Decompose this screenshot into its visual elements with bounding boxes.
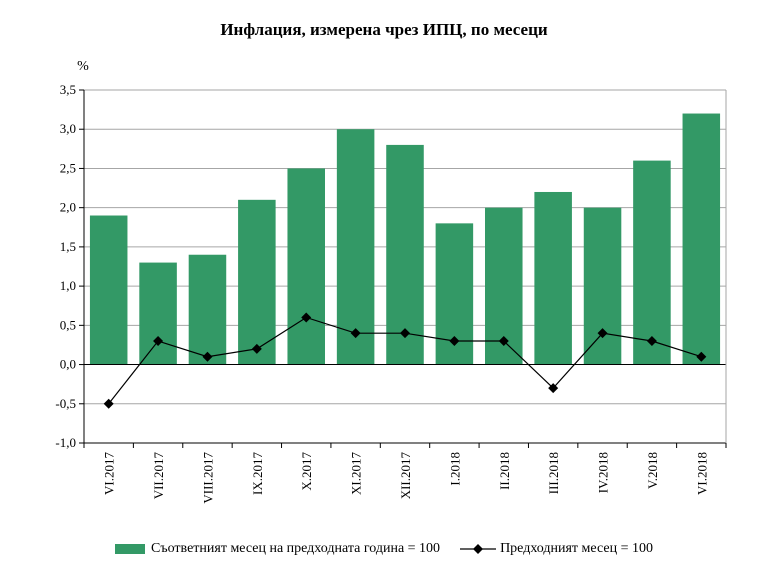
line-point: [498, 336, 509, 347]
bar: [682, 113, 721, 365]
x-tick-label: I.2018: [447, 452, 462, 486]
line-point: [646, 336, 657, 347]
bar: [139, 262, 177, 365]
y-axis-label: %: [77, 59, 89, 74]
x-tick-label: XII.2017: [398, 452, 413, 500]
line-point: [548, 383, 559, 394]
line-point: [251, 343, 262, 354]
axis-labels: -1,0 -0,5 0,0 0,5 1,0 1,5 2,0 2,5 3,0 3,5 VI.2017 V…: [55, 59, 709, 504]
bar: [633, 160, 671, 365]
y-tick-label: 0,0: [60, 357, 76, 372]
y-tick-label: 0,5: [60, 317, 76, 332]
legend-label-bars: Съответният месец на предходната година …: [151, 541, 441, 556]
axes: [79, 89, 727, 448]
legend-label-line: Предходният месец = 100: [500, 541, 653, 556]
bar: [336, 129, 375, 365]
x-tick-label: VI.2018: [694, 452, 709, 495]
legend-bar-swatch: [115, 544, 146, 554]
bar: [386, 144, 424, 365]
line-point: [597, 328, 608, 339]
bar: [287, 168, 325, 365]
x-tick-label: VIII.2017: [200, 452, 215, 504]
line-point: [449, 336, 460, 347]
y-tick-label: 3,5: [60, 82, 76, 97]
x-tick-label: IX.2017: [250, 452, 265, 495]
legend: Съответният месец на предходната година …: [0, 539, 768, 559]
chart-title: Инфлация, измерена чрез ИПЦ, по месеци: [220, 20, 548, 39]
x-tick-label: XI.2017: [349, 452, 364, 495]
y-tick-label: 1,5: [60, 239, 76, 254]
x-tick-label: III.2018: [546, 452, 561, 494]
bar: [238, 199, 276, 365]
line-point: [202, 351, 213, 362]
line-point: [103, 398, 114, 409]
line-point: [696, 351, 707, 362]
line-point: [400, 328, 410, 339]
x-tick-label: V.2018: [645, 452, 660, 489]
bar: [583, 207, 622, 365]
x-tick-label: VI.2017: [102, 452, 117, 495]
legend-item-line: Предходният месец = 100: [460, 541, 653, 557]
bar: [188, 254, 227, 365]
x-tick-label: X.2017: [299, 452, 314, 491]
legend-line-swatch: [460, 544, 497, 554]
y-tick-label: 2,5: [60, 160, 76, 175]
y-tick-label: 3,0: [60, 121, 76, 136]
line-point: [153, 336, 164, 347]
x-tick-label: IV.2018: [596, 452, 611, 493]
line-series: [103, 312, 707, 409]
bar: [89, 215, 128, 365]
line-point: [350, 328, 361, 339]
y-tick-label: -1,0: [55, 435, 76, 450]
x-tick-label: II.2018: [497, 452, 512, 490]
y-tick-label: -0,5: [55, 396, 76, 411]
legend-item-bars: Съответният месец на предходната година …: [115, 541, 440, 557]
x-tick-label: VII.2017: [151, 452, 166, 500]
chart-plot: -1,0 -0,5 0,0 0,5 1,0 1,5 2,0 2,5 3,0 3,5 VI.2017 V…: [55, 59, 727, 504]
y-tick-label: 1,0: [60, 278, 76, 293]
bar: [534, 191, 572, 365]
bar-series: [89, 113, 721, 365]
line-point: [301, 312, 312, 323]
y-tick-label: 2,0: [60, 200, 76, 215]
